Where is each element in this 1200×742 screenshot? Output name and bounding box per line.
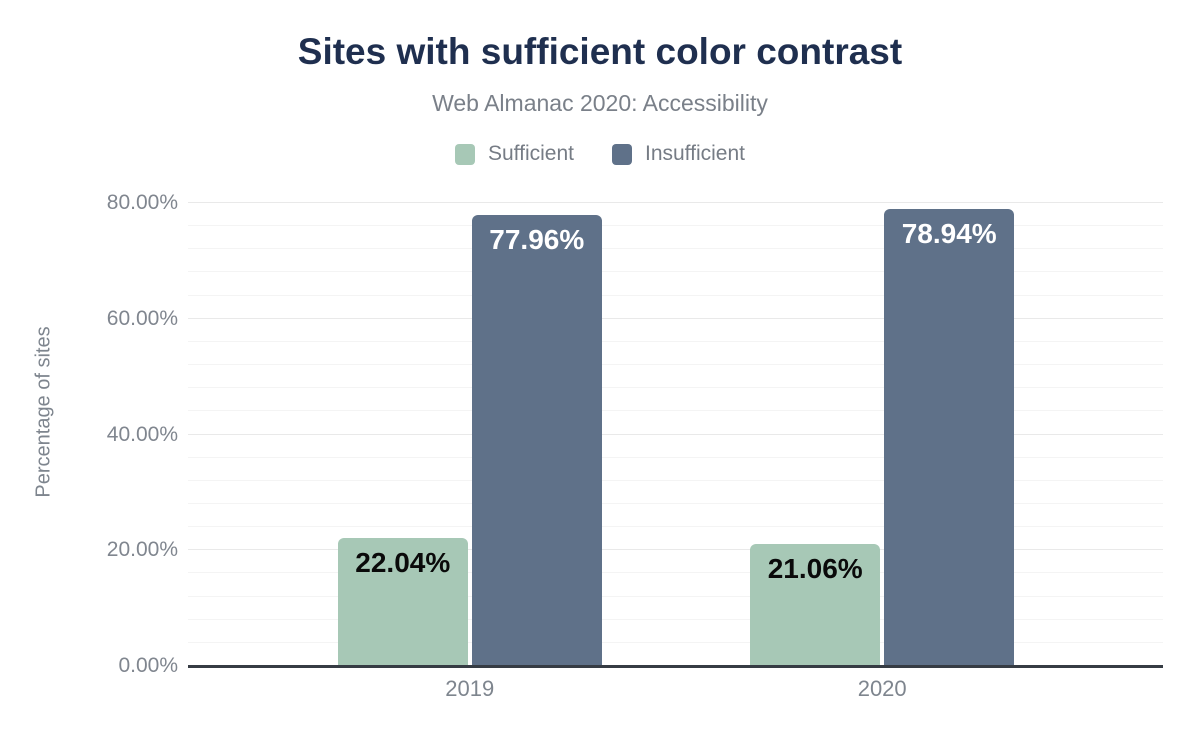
y-tick-label: 40.00% <box>106 422 178 446</box>
y-tick-label: 20.00% <box>106 538 178 562</box>
bar-value-label: 21.06% <box>767 553 863 585</box>
x-tick-label-2019: 2019 <box>445 676 495 701</box>
plot-area: 22.04% 77.96% 21.06% 78.94% <box>188 202 1163 668</box>
bar-sufficient-2019: 22.04% <box>337 538 468 666</box>
y-axis-labels: 0.00% 20.00% 40.00% 60.00% 80.00% <box>0 191 178 677</box>
y-tick-label: 0.00% <box>118 654 178 677</box>
legend-swatch-insufficient <box>611 143 632 165</box>
gridline <box>188 479 1163 481</box>
gridline <box>188 502 1163 504</box>
gridline <box>188 202 1163 203</box>
gridline <box>188 410 1163 412</box>
gridline <box>188 641 1163 643</box>
bar-sufficient-2020: 21.06% <box>750 544 881 666</box>
gridline <box>188 572 1163 574</box>
gridline <box>188 248 1163 250</box>
legend-item-sufficient: Sufficient <box>454 142 574 166</box>
x-axis-baseline <box>188 665 1163 668</box>
gridline <box>188 271 1163 273</box>
legend-label-sufficient: Sufficient <box>487 142 574 165</box>
legend-item-insufficient: Insufficient <box>611 142 745 166</box>
gridline <box>188 456 1163 458</box>
legend-label-insufficient: Insufficient <box>644 142 745 165</box>
gridline <box>188 340 1163 342</box>
bar-insufficient-2019: 77.96% <box>471 214 602 666</box>
bar-group-2020: 21.06% 78.94% <box>750 203 1015 666</box>
legend: Sufficient Insufficient <box>0 142 1200 166</box>
legend-swatch-sufficient <box>454 143 475 165</box>
y-tick-label: 60.00% <box>106 306 178 330</box>
chart-subtitle: Web Almanac 2020: Accessibility <box>432 90 768 116</box>
bar-value-label: 77.96% <box>489 223 585 255</box>
x-tick-label-2020: 2020 <box>857 676 907 701</box>
gridline <box>188 595 1163 597</box>
y-tick-label: 80.00% <box>106 191 178 214</box>
bar-group-2019: 22.04% 77.96% <box>337 203 602 666</box>
gridline <box>188 433 1163 435</box>
gridline <box>188 317 1163 319</box>
gridline <box>188 364 1163 366</box>
x-axis-labels: 2019 2020 <box>188 676 1163 706</box>
gridline <box>188 549 1163 551</box>
gridline <box>188 294 1163 296</box>
gridline <box>188 526 1163 528</box>
bar-value-label: 22.04% <box>355 547 451 579</box>
chart-title: Sites with sufficient color contrast <box>297 31 903 72</box>
gridline <box>188 387 1163 389</box>
bar-insufficient-2020: 78.94% <box>884 209 1015 666</box>
gridline <box>188 618 1163 620</box>
bar-value-label: 78.94% <box>901 218 997 250</box>
gridline <box>188 225 1163 227</box>
